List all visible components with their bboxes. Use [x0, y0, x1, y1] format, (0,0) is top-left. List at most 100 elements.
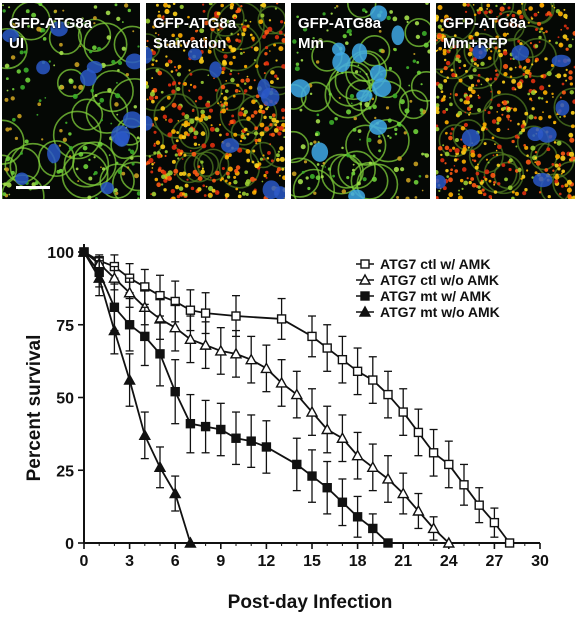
triangle-filled-marker [184, 536, 197, 548]
triangle-filled-marker [77, 245, 91, 257]
square-open-marker [489, 517, 500, 528]
square-open-marker [185, 305, 196, 315]
micrograph-panel-mm: GFP-ATG8a Mm [291, 3, 430, 199]
puncta [436, 3, 575, 199]
square-filled-marker [337, 497, 348, 507]
scale-bar [16, 186, 50, 189]
triangle-open-marker [381, 472, 395, 484]
square-filled-marker [124, 320, 135, 330]
square-filled-marker [170, 386, 180, 397]
square-open-marker [322, 343, 332, 353]
micrograph-panel-mm-rfp: GFP-ATG8a Mm+RFP [436, 3, 575, 199]
legend-label: ATG7 ctl w/ AMK [380, 256, 490, 272]
y-axis-label: Percent survival [24, 335, 45, 482]
square-filled-marker [322, 483, 332, 493]
triangle-filled-marker [138, 428, 151, 441]
triangle-open-marker [260, 361, 273, 374]
square-open-marker [383, 389, 393, 400]
square-open-marker [360, 259, 370, 269]
panel-label: GFP-ATG8a Mm+RFP [443, 14, 526, 54]
square-open-marker [231, 311, 241, 321]
x-tick-label: 24 [440, 553, 458, 570]
legend-entry: ATG7 mt w/o AMK [356, 304, 500, 320]
triangle-open-marker [214, 344, 227, 356]
triangle-open-marker [305, 405, 319, 417]
x-tick-label: 9 [216, 553, 225, 570]
triangle-open-marker [442, 536, 455, 548]
x-tick-label: 15 [303, 553, 321, 570]
panel-label: GFP-ATG8a Starvation [153, 14, 236, 54]
triangle-open-marker [397, 487, 410, 499]
square-filled-marker [200, 421, 211, 432]
triangle-open-marker [412, 504, 425, 516]
square-filled-marker [246, 436, 256, 446]
micrograph-panel-ui: GFP-ATG8a UI [2, 3, 140, 199]
series-1 [79, 247, 515, 548]
panel-label-line1: GFP-ATG8a [153, 15, 237, 32]
micrograph-image [146, 3, 285, 199]
panel-label-line2: Mm [298, 35, 324, 52]
square-filled-marker [383, 538, 393, 548]
triangle-open-marker [169, 321, 182, 333]
triangle-open-marker [427, 522, 440, 534]
series-layer [77, 245, 515, 548]
x-tick-label: 3 [125, 553, 134, 570]
square-open-marker [337, 354, 348, 365]
square-open-marker [368, 375, 378, 385]
triangle-filled-marker [153, 460, 167, 473]
square-open-marker [352, 366, 363, 377]
nuclei [291, 5, 405, 199]
triangle-filled-marker [93, 271, 106, 283]
micrograph-image [436, 3, 575, 199]
panel-label-line2: Mm+RFP [443, 35, 508, 52]
square-filled-marker [185, 418, 196, 429]
triangle-filled-marker [358, 305, 372, 317]
legend-entry: ATG7 ctl w/ AMK [356, 256, 490, 272]
panel-label-line2: UI [9, 35, 24, 52]
series-2 [77, 245, 455, 548]
series-4 [77, 245, 197, 548]
legend-entry: ATG7 ctl w/o AMK [356, 272, 499, 288]
x-tick-label: 30 [531, 553, 549, 570]
y-tick-label: 50 [56, 391, 74, 408]
triangle-open-marker [351, 449, 364, 461]
square-open-marker [413, 427, 424, 438]
micrograph-image [2, 3, 140, 199]
square-filled-marker [261, 442, 272, 452]
triangle-open-marker [123, 286, 136, 298]
panel-label-line2: Starvation [153, 35, 227, 52]
square-open-marker [428, 448, 439, 458]
x-tick-label: 6 [171, 553, 180, 570]
survival-chart: 0 3 6 9 12 15 18 21 24 27 30 0 25 50 75 100 ATG7 ctl w/… [24, 244, 549, 613]
square-open-marker [444, 459, 454, 470]
legend-entry: ATG7 mt w/ AMK [356, 288, 491, 304]
panel-label-line1: GFP-ATG8a [9, 15, 93, 32]
triangle-open-marker [358, 273, 372, 285]
x-tick-label: 12 [258, 553, 276, 570]
square-filled-marker [352, 512, 363, 522]
square-filled-marker [360, 291, 370, 301]
triangle-open-marker [199, 338, 212, 350]
triangle-filled-marker [123, 373, 136, 385]
square-open-marker [276, 314, 287, 324]
square-open-marker [474, 500, 484, 510]
nuclei [2, 21, 140, 195]
square-open-marker [459, 480, 469, 490]
y-tick-label: 25 [56, 463, 74, 480]
panel-label: GFP-ATG8a UI [9, 14, 92, 54]
triangle-open-marker [108, 271, 121, 283]
square-filled-marker [292, 459, 302, 470]
x-tick-label: 0 [80, 553, 89, 570]
x-tick-label: 21 [394, 553, 412, 570]
panel-label: GFP-ATG8a Mm [298, 14, 381, 54]
square-filled-marker [155, 349, 165, 359]
triangle-filled-marker [169, 487, 182, 499]
triangle-open-marker [245, 353, 258, 365]
nuclei [436, 44, 571, 189]
square-open-marker [504, 538, 515, 548]
triangle-open-marker [366, 460, 379, 473]
square-open-marker [200, 308, 211, 318]
square-filled-marker [368, 523, 378, 534]
x-axis-label: Post-day Infection [228, 592, 393, 613]
